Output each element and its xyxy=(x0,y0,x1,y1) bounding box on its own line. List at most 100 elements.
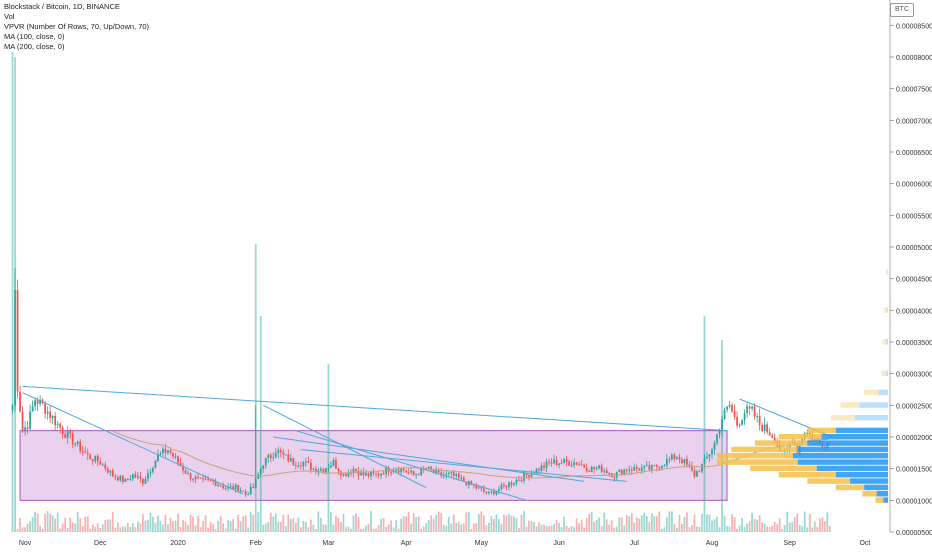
candle-body xyxy=(297,465,300,467)
legend-vpvr[interactable]: VPVR (Number Of Rows, 70, Up/Down, 70) xyxy=(4,22,150,31)
trendline xyxy=(300,449,627,482)
candle-body xyxy=(61,427,64,435)
candle-body xyxy=(686,458,688,465)
volume-bar xyxy=(224,528,227,532)
volume-bar xyxy=(172,521,174,532)
candle-body xyxy=(182,465,184,471)
volume-bar xyxy=(397,528,400,532)
candle-body xyxy=(91,459,94,462)
volume-bar xyxy=(508,513,510,532)
candle-body xyxy=(189,473,192,479)
volume-bar xyxy=(738,525,741,532)
vpvr-up-bar xyxy=(886,269,888,275)
candle-body xyxy=(741,420,743,425)
legend-ma100[interactable]: MA (100, close, 0) xyxy=(4,32,65,41)
candle-body xyxy=(147,473,149,480)
candle-body xyxy=(573,462,575,466)
candle-body xyxy=(372,471,375,474)
volume-bar xyxy=(49,513,52,532)
volume-bar xyxy=(741,517,743,532)
volume-bar xyxy=(696,526,698,532)
candle-body xyxy=(144,479,147,484)
candle-body xyxy=(645,465,648,467)
volume-bar xyxy=(76,511,79,532)
candle-body xyxy=(417,474,420,476)
volume-bar xyxy=(89,528,92,532)
candle-body xyxy=(513,483,515,485)
candle-body xyxy=(603,470,606,472)
vpvr-up-bar xyxy=(778,434,822,440)
trendline xyxy=(295,430,527,501)
legend-ma200[interactable]: MA (200, close, 0) xyxy=(4,42,65,51)
volume-bar xyxy=(673,524,676,532)
candle-body xyxy=(420,468,423,476)
volume-bar xyxy=(538,522,540,532)
volume-bar xyxy=(342,513,345,532)
volume-bar xyxy=(668,511,671,532)
volume-bar xyxy=(437,511,440,532)
candle-body xyxy=(199,477,202,479)
volume-bar xyxy=(676,527,678,532)
volume-bar xyxy=(655,516,658,532)
y-tick-label: 0.00004000 xyxy=(896,308,932,315)
candle-body xyxy=(54,415,57,426)
candle-body xyxy=(21,411,24,432)
volume-bar xyxy=(309,519,312,532)
volume-bar xyxy=(217,520,219,532)
candle-body xyxy=(678,457,681,460)
volume-bar xyxy=(493,518,495,532)
candle-body xyxy=(64,434,67,438)
volume-bar xyxy=(177,513,179,532)
candle-body xyxy=(748,406,751,409)
volume-bar xyxy=(415,517,418,532)
candle-body xyxy=(693,470,696,477)
volume-bar xyxy=(548,526,550,532)
volume-bar xyxy=(457,522,460,532)
volume-bar xyxy=(234,528,237,532)
candle-body xyxy=(673,454,676,460)
volume-bar xyxy=(706,514,708,532)
volume-bar xyxy=(149,512,152,532)
volume-bar xyxy=(29,521,31,532)
volume-bar xyxy=(192,516,194,532)
vpvr-down-bar xyxy=(850,478,888,484)
candle-body xyxy=(209,479,212,481)
vpvr-down-bar xyxy=(797,459,888,465)
candle-body xyxy=(365,473,367,476)
candle-body xyxy=(548,461,550,463)
volume-bar xyxy=(648,521,651,532)
candle-body xyxy=(713,442,716,450)
candle-body xyxy=(332,459,335,466)
legend-title[interactable]: Blockstack / Bitcoin, 1D, BINANCE xyxy=(4,2,120,11)
volume-bar xyxy=(367,523,370,532)
legend-vol[interactable]: Vol xyxy=(4,12,15,21)
candle-body xyxy=(565,459,568,462)
volume-bar xyxy=(766,526,769,532)
candle-body xyxy=(477,487,480,489)
candle-body xyxy=(11,405,14,411)
y-tick-label: 0.00007000 xyxy=(896,118,932,125)
volume-bar xyxy=(277,521,280,532)
vpvr-down-bar xyxy=(878,389,888,396)
candle-body xyxy=(315,468,317,473)
volume-bar xyxy=(472,523,475,532)
candle-body xyxy=(327,467,330,469)
volume-bar xyxy=(46,511,49,532)
candle-body xyxy=(49,411,52,418)
currency-badge[interactable]: BTC xyxy=(890,3,914,17)
vpvr-down-bar xyxy=(859,402,888,408)
candle-body xyxy=(768,432,771,436)
candle-body xyxy=(347,472,350,477)
candle-body xyxy=(415,474,418,476)
volume-bar xyxy=(733,516,736,532)
candle-body xyxy=(19,391,21,412)
volume-bar xyxy=(96,523,99,532)
candle-body xyxy=(287,454,290,462)
volume-bar xyxy=(227,520,230,532)
candle-body xyxy=(192,478,194,480)
candle-body xyxy=(26,427,29,430)
candle-body xyxy=(598,465,601,469)
volume-bar xyxy=(505,515,508,532)
